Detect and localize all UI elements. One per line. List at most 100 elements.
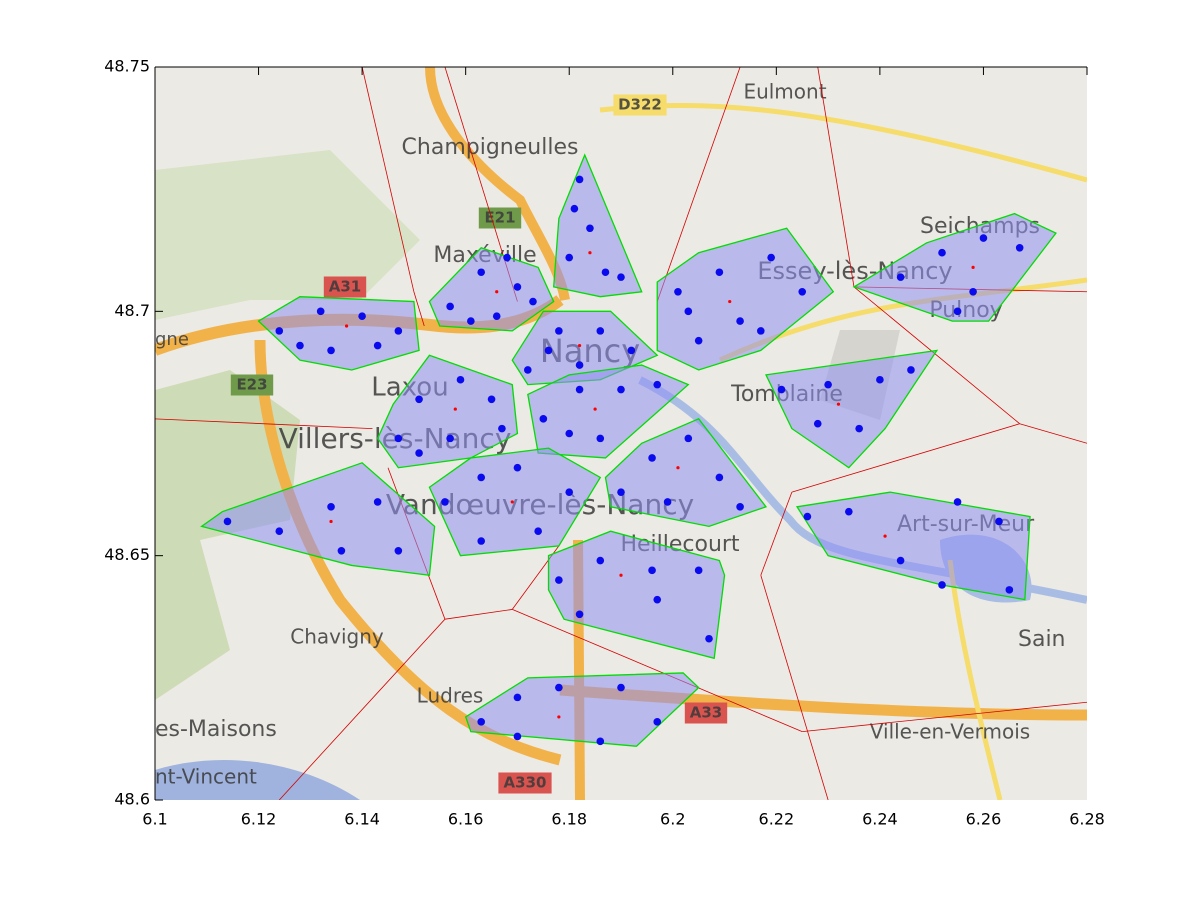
point <box>648 454 656 462</box>
point <box>358 312 366 321</box>
point <box>544 346 553 355</box>
point <box>995 517 1003 526</box>
point <box>855 424 863 433</box>
point <box>467 317 475 325</box>
map-label: Eulmont <box>743 80 826 104</box>
voronoi-edge <box>1019 423 1087 444</box>
axes: 6.1 6.12 6.14 6.16 6.18 6.2 6.22 6.24 6.26 6.28 48… <box>104 57 1105 829</box>
point <box>513 463 522 472</box>
point <box>477 718 486 726</box>
point <box>565 488 574 496</box>
cluster-hull <box>257 296 420 371</box>
point <box>715 268 724 277</box>
point <box>337 546 346 555</box>
point <box>648 566 656 575</box>
point <box>456 375 465 384</box>
point <box>555 327 563 335</box>
point <box>653 380 662 389</box>
map-label: es-Maisons <box>155 717 277 742</box>
cluster-center <box>510 500 514 504</box>
cluster-hull <box>604 418 768 528</box>
cluster-hull <box>511 310 659 386</box>
point <box>487 395 496 404</box>
map-road <box>947 559 1003 800</box>
point <box>684 434 693 443</box>
point <box>938 581 946 589</box>
y-tick-label: 48.75 <box>104 57 150 76</box>
point <box>394 327 403 335</box>
voronoi-edge <box>760 491 793 576</box>
x-tick-label: 6.16 <box>448 810 484 829</box>
point <box>601 268 610 277</box>
point <box>694 336 703 345</box>
point <box>596 556 605 565</box>
point <box>565 429 574 438</box>
point <box>415 449 423 457</box>
point <box>513 732 522 741</box>
cluster-hull <box>795 491 1031 601</box>
cluster-hull <box>428 447 602 557</box>
point <box>296 341 304 350</box>
point <box>586 224 594 233</box>
x-tick-label: 6.1 <box>142 810 167 829</box>
map-forest <box>155 370 300 700</box>
point <box>757 327 765 335</box>
point <box>767 253 775 262</box>
cluster-center <box>619 573 623 577</box>
cluster-center <box>728 299 732 304</box>
map-river <box>155 760 360 800</box>
point <box>441 498 449 506</box>
clusters <box>200 153 1057 747</box>
point <box>824 380 832 389</box>
point <box>896 556 905 565</box>
point <box>1015 244 1024 252</box>
point <box>596 737 605 746</box>
voronoi-edge <box>853 286 1020 425</box>
map-label: E21 <box>484 209 515 227</box>
point <box>979 234 988 242</box>
cluster-hull <box>464 672 700 747</box>
point <box>529 297 537 306</box>
cluster-hull <box>376 354 519 469</box>
point <box>575 610 584 619</box>
x-tick-label: 6.12 <box>241 810 277 829</box>
cluster-hull <box>765 349 939 469</box>
point <box>415 395 423 404</box>
y-tick-label: 48.7 <box>114 301 150 320</box>
point <box>653 595 662 604</box>
point <box>705 634 713 643</box>
point <box>316 307 325 316</box>
x-tick-label: 6.24 <box>862 810 898 829</box>
map-label: Ludres <box>417 684 484 708</box>
x-tick-label: 6.14 <box>344 810 380 829</box>
cluster-center <box>453 407 457 411</box>
point <box>596 434 605 443</box>
map-label: Sain <box>1018 627 1066 652</box>
point <box>394 546 403 555</box>
x-tick-label: 6.2 <box>660 810 685 829</box>
point <box>969 287 977 296</box>
map-label: Ville-en-Vermois <box>870 720 1030 744</box>
point <box>736 317 744 325</box>
point <box>524 366 532 374</box>
y-tick-label: 48.65 <box>104 545 150 564</box>
x-tick-label: 6.18 <box>551 810 587 829</box>
point <box>694 566 703 575</box>
point <box>653 718 662 726</box>
cluster-center <box>593 407 597 411</box>
voronoi-edge <box>791 423 1020 493</box>
x-tick-label: 6.26 <box>966 810 1002 829</box>
point <box>953 498 962 506</box>
point <box>539 415 548 423</box>
voronoi-edge <box>512 609 803 732</box>
point <box>617 273 625 281</box>
point <box>575 175 584 184</box>
voronoi-edge <box>656 67 741 302</box>
map-label: D322 <box>618 96 662 114</box>
map-label: gne <box>155 329 189 350</box>
point <box>327 503 335 511</box>
point <box>498 424 506 433</box>
road-shield <box>478 207 522 229</box>
road-shield <box>684 702 728 724</box>
